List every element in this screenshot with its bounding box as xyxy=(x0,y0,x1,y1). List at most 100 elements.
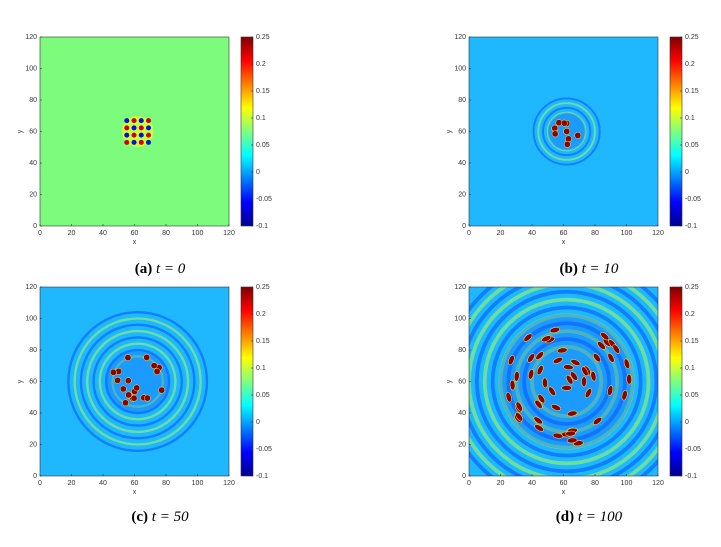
initial-disk xyxy=(121,115,154,148)
soliton-spot xyxy=(566,437,578,444)
y-tick-label: 20 xyxy=(29,191,37,198)
y-tick-label: 40 xyxy=(29,410,37,417)
soliton-spot xyxy=(124,377,132,385)
soliton-spot xyxy=(584,388,592,398)
caption-equation: t = 0 xyxy=(156,261,186,277)
x-tick-label: 80 xyxy=(591,230,599,237)
field-pattern xyxy=(121,115,154,148)
colorbar-tick-label: 0 xyxy=(256,169,260,176)
colorbar-tick-label: 0.1 xyxy=(256,115,266,122)
x-tick-label: 40 xyxy=(99,230,107,237)
soliton-spot xyxy=(527,353,535,363)
soliton-spot xyxy=(552,432,564,439)
spot xyxy=(124,132,130,138)
x-tick-label: 60 xyxy=(560,230,568,237)
soliton-spot xyxy=(533,416,543,425)
wave-ring xyxy=(490,305,643,458)
spot xyxy=(138,139,144,145)
caption: (d) t = 100 xyxy=(556,509,623,525)
soliton-spot xyxy=(505,392,512,403)
colorbar-tick-label: 0.05 xyxy=(256,142,270,149)
spot xyxy=(145,118,152,124)
x-tick-label: 40 xyxy=(528,230,536,237)
soliton-spot xyxy=(574,132,582,139)
y-tick-label: 40 xyxy=(458,160,466,167)
y-tick-label: 60 xyxy=(458,128,466,135)
soliton-spot xyxy=(551,130,559,138)
panel: 0 20 40 60 80 100 120 0 20 40 60 80 100 120 x y -0.1 -0.0… xyxy=(446,34,701,278)
y-tick-label: 20 xyxy=(29,441,37,448)
y-tick-label: 0 xyxy=(462,223,466,230)
spot xyxy=(131,139,137,145)
x-tick-label: 80 xyxy=(591,480,599,487)
colorbar-tick-label: -0.05 xyxy=(256,196,272,203)
wave-ring xyxy=(506,321,627,442)
soliton-spot xyxy=(536,365,544,376)
colorbar-tick-label: 0.15 xyxy=(685,88,699,95)
y-tick-label: 120 xyxy=(454,34,466,41)
panel: 0 20 40 60 80 100 120 0 20 40 60 80 100 120 x y -0.1 -0.0… xyxy=(446,284,701,526)
x-tick-label: 80 xyxy=(162,230,170,237)
soliton-spot xyxy=(560,119,568,127)
y-tick-label: 0 xyxy=(33,223,37,230)
soliton-spot xyxy=(557,347,568,354)
soliton-spot xyxy=(565,374,574,385)
wave-ring xyxy=(111,355,165,408)
y-tick-label: 60 xyxy=(29,378,37,385)
caption-equation: t = 10 xyxy=(582,261,619,277)
x-tick-label: 20 xyxy=(497,480,505,487)
soliton-spot xyxy=(581,366,589,377)
spot xyxy=(131,132,137,138)
x-axis-label: x xyxy=(562,489,566,496)
x-tick-label: 0 xyxy=(38,480,42,487)
wave-ring xyxy=(498,313,635,450)
colorbar-tick-label: 0.05 xyxy=(685,392,699,399)
colorbar-tick-label: 0.15 xyxy=(256,338,270,345)
x-tick-label: 80 xyxy=(162,480,170,487)
soliton-spot xyxy=(528,369,534,380)
caption-label: (b) xyxy=(560,261,578,277)
colorbar-tick-label: 0.1 xyxy=(256,365,266,372)
y-tick-label: 80 xyxy=(29,347,37,354)
soliton-spot xyxy=(515,401,523,412)
colorbar-tick-label: 0 xyxy=(685,419,689,426)
caption-equation: t = 100 xyxy=(578,509,623,525)
x-tick-label: 40 xyxy=(528,480,536,487)
spot xyxy=(124,139,130,145)
colorbar-tick-label: 0.2 xyxy=(256,311,266,318)
soliton-spot xyxy=(593,353,601,363)
soliton-spot xyxy=(150,362,158,370)
caption-label: (a) xyxy=(135,261,153,277)
soliton-spot xyxy=(534,424,544,432)
soliton-spot xyxy=(566,410,578,417)
wave-ring xyxy=(530,344,604,419)
soliton-spot xyxy=(607,385,614,396)
colorbar-tick-label: 0.2 xyxy=(685,311,695,318)
caption: (b) t = 10 xyxy=(560,261,619,277)
soliton-spot xyxy=(124,354,132,362)
soliton-spot xyxy=(570,359,581,366)
caption: (c) t = 50 xyxy=(131,509,189,525)
soliton-spot xyxy=(534,399,543,409)
wave-ring xyxy=(542,106,592,157)
x-tick-label: 100 xyxy=(621,230,633,237)
y-tick-label: 20 xyxy=(458,191,466,198)
soliton-spot xyxy=(153,368,161,375)
y-tick-label: 120 xyxy=(25,284,37,291)
soliton-spot xyxy=(565,430,576,437)
y-tick-label: 0 xyxy=(462,473,466,480)
colorbar-tick-label: 0.1 xyxy=(685,115,695,122)
spot xyxy=(138,118,144,124)
soliton-spot xyxy=(143,354,151,361)
colorbar-tick-label: -0.1 xyxy=(256,223,268,230)
x-tick-label: 0 xyxy=(467,480,471,487)
y-tick-label: 100 xyxy=(454,65,466,72)
colorbar xyxy=(669,286,683,477)
soliton-spot xyxy=(552,357,563,364)
soliton-spot xyxy=(570,371,578,381)
y-axis-label: y xyxy=(446,379,453,383)
y-axis-label: y xyxy=(17,379,24,383)
wave-ring xyxy=(79,323,196,440)
soliton-spot xyxy=(561,385,573,391)
soliton-spot xyxy=(551,124,559,132)
